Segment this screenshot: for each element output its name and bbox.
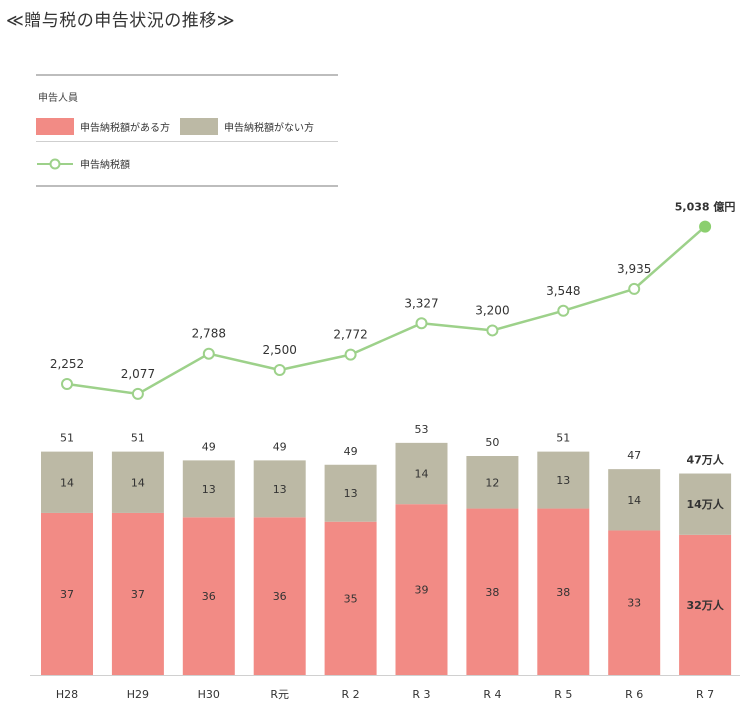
amount-point-1 bbox=[61, 378, 73, 390]
amount-label-9: 3,935 bbox=[617, 262, 651, 276]
bar-without-tax-1 bbox=[41, 451, 93, 513]
label-without-tax-4: 13 bbox=[273, 483, 287, 496]
amount-label-6: 3,327 bbox=[404, 296, 438, 310]
amount-point-2 bbox=[131, 387, 144, 400]
amount-point-3 bbox=[202, 347, 215, 360]
x-tick-label-7: R 4 bbox=[483, 688, 501, 701]
legend-item-without-tax: 申告納税額がない方 bbox=[180, 118, 314, 135]
amount-point-4 bbox=[273, 363, 286, 376]
x-tick-label-10: R 7 bbox=[696, 688, 714, 701]
bar-with-tax-8 bbox=[537, 508, 590, 675]
x-tick-label-2: H29 bbox=[127, 688, 149, 701]
x-tick-label-8: R 5 bbox=[554, 688, 572, 701]
amount-label-1: 2,252 bbox=[50, 357, 84, 371]
amount-label-2: 2,077 bbox=[121, 367, 155, 381]
bar-without-tax-7 bbox=[466, 456, 519, 509]
page-title: ≪贈与税の申告状況の推移≫ bbox=[6, 11, 236, 31]
legend-item-amount: 申告納税額 bbox=[36, 156, 338, 171]
legend-label-with-tax: 申告納税額がある方 bbox=[80, 123, 170, 134]
label-with-tax-2: 37 bbox=[131, 588, 145, 601]
without-tax-swatch bbox=[180, 118, 218, 135]
x-tick-label-4: R元 bbox=[270, 688, 289, 701]
amount-point-5 bbox=[344, 348, 357, 361]
bar-with-tax-4 bbox=[253, 517, 306, 675]
chart-legend: 申告人員 申告納税額がある方 申告納税額がない方 申告納税額 bbox=[36, 74, 338, 187]
bar-without-tax-6 bbox=[395, 442, 448, 505]
label-without-tax-10: 14万人 bbox=[686, 497, 724, 511]
label-with-tax-1: 37 bbox=[60, 588, 74, 601]
label-with-tax-3: 36 bbox=[202, 590, 216, 603]
label-with-tax-6: 39 bbox=[415, 584, 429, 597]
bar-with-tax-5 bbox=[324, 521, 377, 675]
x-tick-label-9: R 6 bbox=[625, 688, 643, 701]
label-with-tax-9: 33 bbox=[627, 597, 641, 610]
label-without-tax-3: 13 bbox=[202, 483, 216, 496]
x-tick-label-5: R 2 bbox=[342, 688, 360, 701]
bar-with-tax-9 bbox=[608, 530, 661, 675]
label-with-tax-8: 38 bbox=[556, 586, 570, 599]
label-total-2: 51 bbox=[131, 432, 145, 445]
legend-bottom-rule bbox=[36, 185, 338, 187]
label-with-tax-5: 35 bbox=[344, 592, 358, 605]
bar-without-tax-4 bbox=[253, 460, 306, 518]
label-without-tax-6: 14 bbox=[415, 468, 429, 481]
label-total-5: 49 bbox=[344, 445, 358, 458]
bar-without-tax-9 bbox=[608, 469, 661, 531]
amount-line bbox=[66, 225, 706, 396]
label-total-8: 51 bbox=[556, 432, 570, 445]
label-without-tax-7: 12 bbox=[485, 476, 499, 489]
amount-point-6 bbox=[415, 317, 428, 330]
x-tick-label-3: H30 bbox=[198, 688, 220, 701]
amount-label-7: 3,200 bbox=[475, 303, 509, 317]
label-without-tax-5: 13 bbox=[344, 487, 358, 500]
amount-line-key-icon bbox=[37, 158, 73, 169]
label-total-4: 49 bbox=[273, 440, 287, 453]
label-with-tax-4: 36 bbox=[273, 590, 287, 603]
bar-with-tax-1 bbox=[41, 512, 93, 675]
label-total-7: 50 bbox=[485, 436, 499, 449]
amount-label-10: 5,038 億円 bbox=[675, 200, 736, 214]
bar-without-tax-8 bbox=[537, 451, 590, 509]
bar-with-tax-2 bbox=[111, 512, 164, 675]
legend-label-without-tax: 申告納税額がない方 bbox=[224, 123, 314, 134]
bar-with-tax-6 bbox=[395, 504, 448, 675]
legend-middle-rule bbox=[36, 141, 338, 142]
bar-with-tax-3 bbox=[182, 517, 235, 675]
label-total-9: 47 bbox=[627, 449, 641, 462]
amount-label-4: 2,500 bbox=[263, 343, 297, 357]
label-without-tax-8: 13 bbox=[556, 474, 570, 487]
amount-point-8 bbox=[557, 304, 570, 317]
x-tick-label-1: H28 bbox=[56, 688, 78, 701]
legend-item-with-tax: 申告納税額がある方 bbox=[36, 118, 170, 135]
label-without-tax-2: 14 bbox=[131, 476, 145, 489]
legend-label-amount: 申告納税額 bbox=[80, 160, 130, 171]
label-with-tax-10: 32万人 bbox=[686, 598, 724, 612]
bar-without-tax-2 bbox=[111, 451, 164, 513]
amount-label-3: 2,788 bbox=[192, 327, 226, 341]
label-total-3: 49 bbox=[202, 440, 216, 453]
label-total-1: 51 bbox=[60, 432, 74, 445]
x-tick-label-6: R 3 bbox=[412, 688, 430, 701]
bar-with-tax-7 bbox=[466, 508, 519, 675]
label-total-10: 47万人 bbox=[686, 453, 724, 467]
legend-people-caption: 申告人員 bbox=[38, 93, 78, 104]
label-with-tax-7: 38 bbox=[485, 586, 499, 599]
legend-bar-keys: 申告納税額がある方 申告納税額がない方 bbox=[36, 118, 338, 135]
bar-without-tax-5 bbox=[324, 464, 377, 522]
legend-top-rule bbox=[36, 74, 338, 76]
label-total-6: 53 bbox=[415, 423, 429, 436]
bar-without-tax-10 bbox=[679, 473, 732, 535]
amount-label-5: 2,772 bbox=[333, 328, 367, 342]
label-without-tax-9: 14 bbox=[627, 494, 641, 507]
amount-point-10 bbox=[699, 220, 712, 233]
bar-with-tax-10 bbox=[679, 534, 732, 675]
with-tax-swatch bbox=[36, 118, 74, 135]
bar-without-tax-3 bbox=[182, 460, 235, 518]
amount-point-9 bbox=[628, 282, 641, 295]
amount-label-8: 3,548 bbox=[546, 284, 580, 298]
label-without-tax-1: 14 bbox=[60, 476, 74, 489]
amount-point-7 bbox=[486, 324, 499, 337]
